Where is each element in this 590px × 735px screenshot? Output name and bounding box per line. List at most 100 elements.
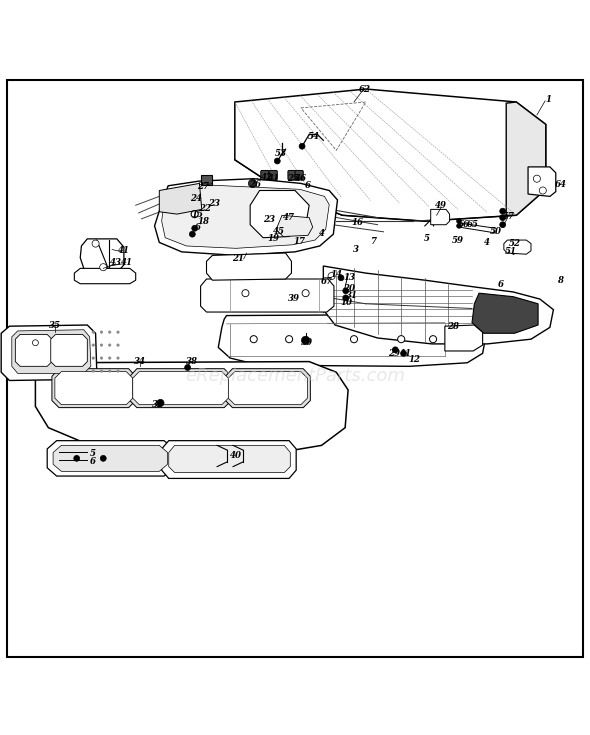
Text: 38: 38	[186, 356, 198, 365]
Circle shape	[457, 223, 461, 229]
Text: 40: 40	[230, 451, 242, 461]
Polygon shape	[169, 445, 290, 473]
Text: 8: 8	[558, 276, 563, 285]
Circle shape	[328, 273, 335, 279]
Polygon shape	[55, 372, 133, 405]
Text: 13: 13	[343, 273, 355, 282]
Polygon shape	[35, 362, 348, 453]
Text: 6: 6	[497, 280, 503, 290]
Polygon shape	[218, 315, 486, 366]
Polygon shape	[1, 325, 97, 381]
Polygon shape	[323, 266, 553, 344]
Text: 49: 49	[435, 201, 447, 209]
Circle shape	[117, 344, 119, 346]
Circle shape	[434, 212, 441, 219]
Text: 14: 14	[330, 270, 342, 279]
Circle shape	[74, 456, 80, 462]
Text: 4: 4	[319, 229, 324, 238]
Circle shape	[92, 357, 94, 359]
Circle shape	[430, 336, 437, 343]
Polygon shape	[206, 253, 291, 280]
Text: 20: 20	[343, 284, 355, 293]
Circle shape	[117, 357, 119, 359]
Polygon shape	[47, 441, 174, 476]
FancyBboxPatch shape	[288, 171, 296, 180]
Text: 51: 51	[504, 247, 516, 256]
Circle shape	[100, 370, 103, 372]
Circle shape	[500, 215, 506, 220]
Circle shape	[117, 331, 119, 333]
Circle shape	[392, 347, 398, 353]
Text: 57: 57	[503, 212, 514, 221]
Text: 4: 4	[484, 238, 490, 247]
Circle shape	[117, 370, 119, 372]
Text: 16: 16	[352, 218, 363, 227]
Circle shape	[100, 357, 103, 359]
Polygon shape	[276, 215, 313, 237]
Text: 5: 5	[90, 448, 96, 458]
Text: 6: 6	[90, 457, 96, 466]
Circle shape	[185, 365, 191, 370]
Text: 42: 42	[261, 173, 273, 182]
Polygon shape	[235, 89, 546, 221]
Polygon shape	[201, 279, 334, 312]
Circle shape	[100, 456, 106, 462]
Circle shape	[401, 351, 407, 356]
Text: 5: 5	[424, 234, 430, 243]
Text: 66: 66	[458, 220, 470, 229]
Circle shape	[109, 331, 111, 333]
Text: 41: 41	[118, 246, 130, 255]
Circle shape	[191, 210, 198, 218]
Text: 50: 50	[490, 227, 502, 236]
Circle shape	[533, 175, 540, 182]
Text: 62: 62	[359, 85, 371, 93]
Circle shape	[500, 222, 506, 228]
Text: 47: 47	[283, 213, 295, 222]
Circle shape	[100, 331, 103, 333]
Polygon shape	[225, 369, 310, 408]
Text: 41: 41	[268, 174, 280, 183]
Circle shape	[286, 336, 293, 343]
Text: 64: 64	[555, 180, 566, 189]
Polygon shape	[528, 167, 556, 196]
Circle shape	[92, 370, 94, 372]
Text: 15: 15	[191, 209, 203, 218]
Polygon shape	[472, 293, 538, 333]
FancyBboxPatch shape	[295, 171, 303, 180]
Polygon shape	[53, 445, 168, 471]
Text: 67: 67	[321, 277, 333, 287]
Circle shape	[299, 143, 305, 149]
Polygon shape	[250, 190, 309, 237]
Circle shape	[350, 336, 358, 343]
Text: 7: 7	[370, 237, 376, 245]
Text: 11: 11	[400, 349, 412, 358]
Text: eReplacementParts.com: eReplacementParts.com	[185, 367, 405, 384]
Circle shape	[457, 219, 461, 223]
Text: 30: 30	[301, 337, 313, 347]
Circle shape	[192, 226, 198, 232]
Text: 3: 3	[353, 245, 359, 254]
Polygon shape	[130, 369, 231, 408]
Polygon shape	[80, 239, 124, 276]
Circle shape	[100, 344, 103, 346]
Text: 34: 34	[135, 356, 146, 365]
Circle shape	[539, 187, 546, 194]
Text: 21: 21	[232, 254, 244, 263]
Text: 10: 10	[340, 298, 352, 307]
Circle shape	[301, 336, 310, 345]
Polygon shape	[155, 179, 337, 255]
Polygon shape	[445, 325, 483, 351]
Text: 52: 52	[509, 239, 520, 248]
Text: 18: 18	[197, 218, 209, 226]
Text: 65: 65	[467, 220, 479, 229]
Text: 59: 59	[452, 236, 464, 245]
Circle shape	[343, 295, 349, 301]
Text: 28: 28	[447, 322, 459, 331]
Circle shape	[189, 232, 195, 237]
Text: 26: 26	[249, 179, 261, 188]
Text: 46: 46	[295, 174, 307, 183]
Polygon shape	[431, 209, 450, 225]
Text: 12: 12	[409, 355, 421, 364]
Text: 17: 17	[293, 237, 305, 245]
Circle shape	[442, 213, 448, 220]
